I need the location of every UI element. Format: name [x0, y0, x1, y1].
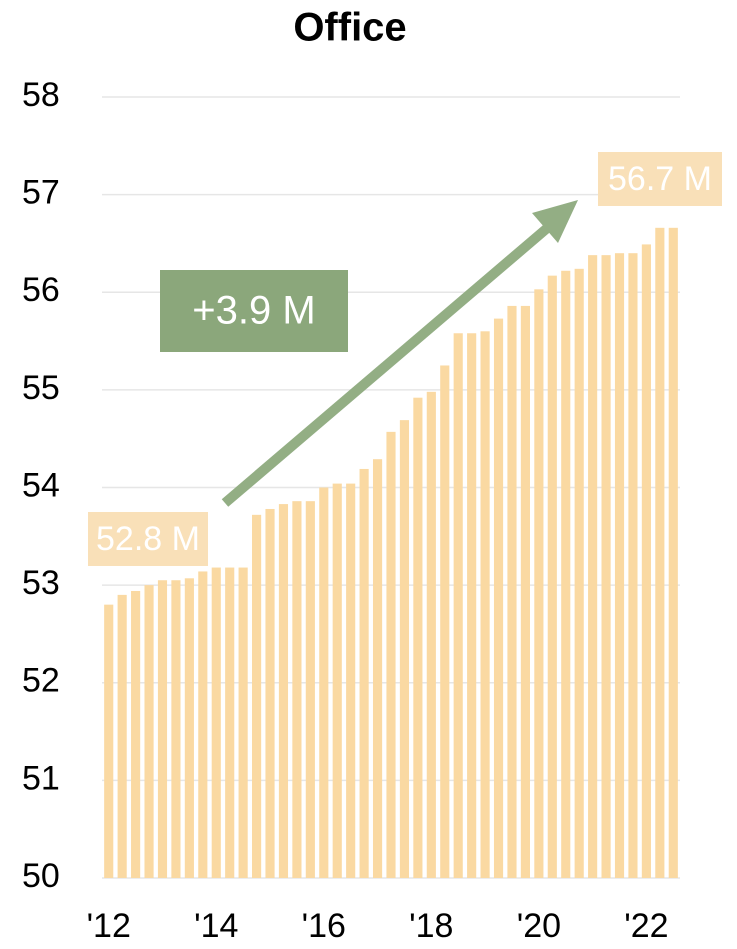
arrow-head [532, 200, 578, 243]
bar [588, 255, 598, 879]
bar [184, 578, 194, 878]
bar [346, 483, 356, 878]
x-tick-label: '14 [194, 907, 238, 945]
change-label: +3.9 M [192, 289, 315, 333]
end-label: 56.7 M [608, 160, 712, 198]
bar [171, 580, 181, 878]
x-tick-label: '18 [409, 907, 453, 945]
bar [104, 604, 114, 878]
bar [144, 585, 154, 878]
bar [305, 501, 315, 878]
bar [655, 227, 665, 878]
bar [574, 268, 584, 878]
bar [319, 487, 329, 878]
bar [386, 431, 396, 878]
bar [117, 594, 127, 878]
bar [561, 270, 571, 879]
bar [252, 514, 262, 878]
y-tick-label: 57 [22, 174, 60, 212]
x-tick-label: '12 [87, 907, 131, 945]
bar [534, 289, 544, 878]
bar [413, 397, 423, 878]
x-tick-label: '22 [624, 907, 668, 945]
bar [359, 468, 369, 878]
bar [238, 567, 248, 878]
x-tick-label: '20 [517, 907, 561, 945]
y-tick-label: 56 [22, 271, 60, 309]
change-box [160, 270, 348, 352]
bar [467, 333, 477, 878]
bar [157, 580, 168, 878]
bar [493, 318, 504, 878]
bar [211, 567, 221, 878]
bar [198, 571, 208, 878]
bar [614, 253, 625, 878]
x-tick-label: '16 [302, 907, 346, 945]
bar [547, 275, 557, 878]
bar [520, 305, 530, 879]
y-tick-label: 58 [22, 76, 60, 114]
bar [225, 567, 235, 878]
y-tick-label: 54 [22, 466, 60, 504]
y-tick-label: 50 [22, 857, 60, 895]
y-tick-label: 53 [22, 564, 60, 602]
y-tick-label: 52 [22, 662, 60, 700]
bar [372, 459, 383, 878]
start-label: 52.8 M [96, 520, 200, 558]
bar [641, 244, 651, 878]
bar [278, 504, 289, 878]
bar [440, 365, 450, 878]
bar [292, 501, 302, 878]
bar [601, 255, 611, 879]
bar [628, 253, 638, 878]
arrow-shaft [221, 220, 556, 507]
y-tick-label: 51 [22, 759, 60, 797]
bar [332, 483, 342, 878]
bar [131, 590, 141, 878]
label-box [598, 152, 722, 206]
bar [507, 305, 517, 879]
bar [480, 331, 490, 878]
bar [426, 391, 436, 878]
chart-title: Office [293, 6, 406, 50]
label-box [88, 512, 208, 566]
bar [265, 508, 275, 878]
bar [453, 333, 463, 878]
bar [668, 227, 678, 878]
bars [104, 227, 678, 879]
y-tick-label: 55 [22, 369, 60, 407]
bar [399, 420, 410, 878]
